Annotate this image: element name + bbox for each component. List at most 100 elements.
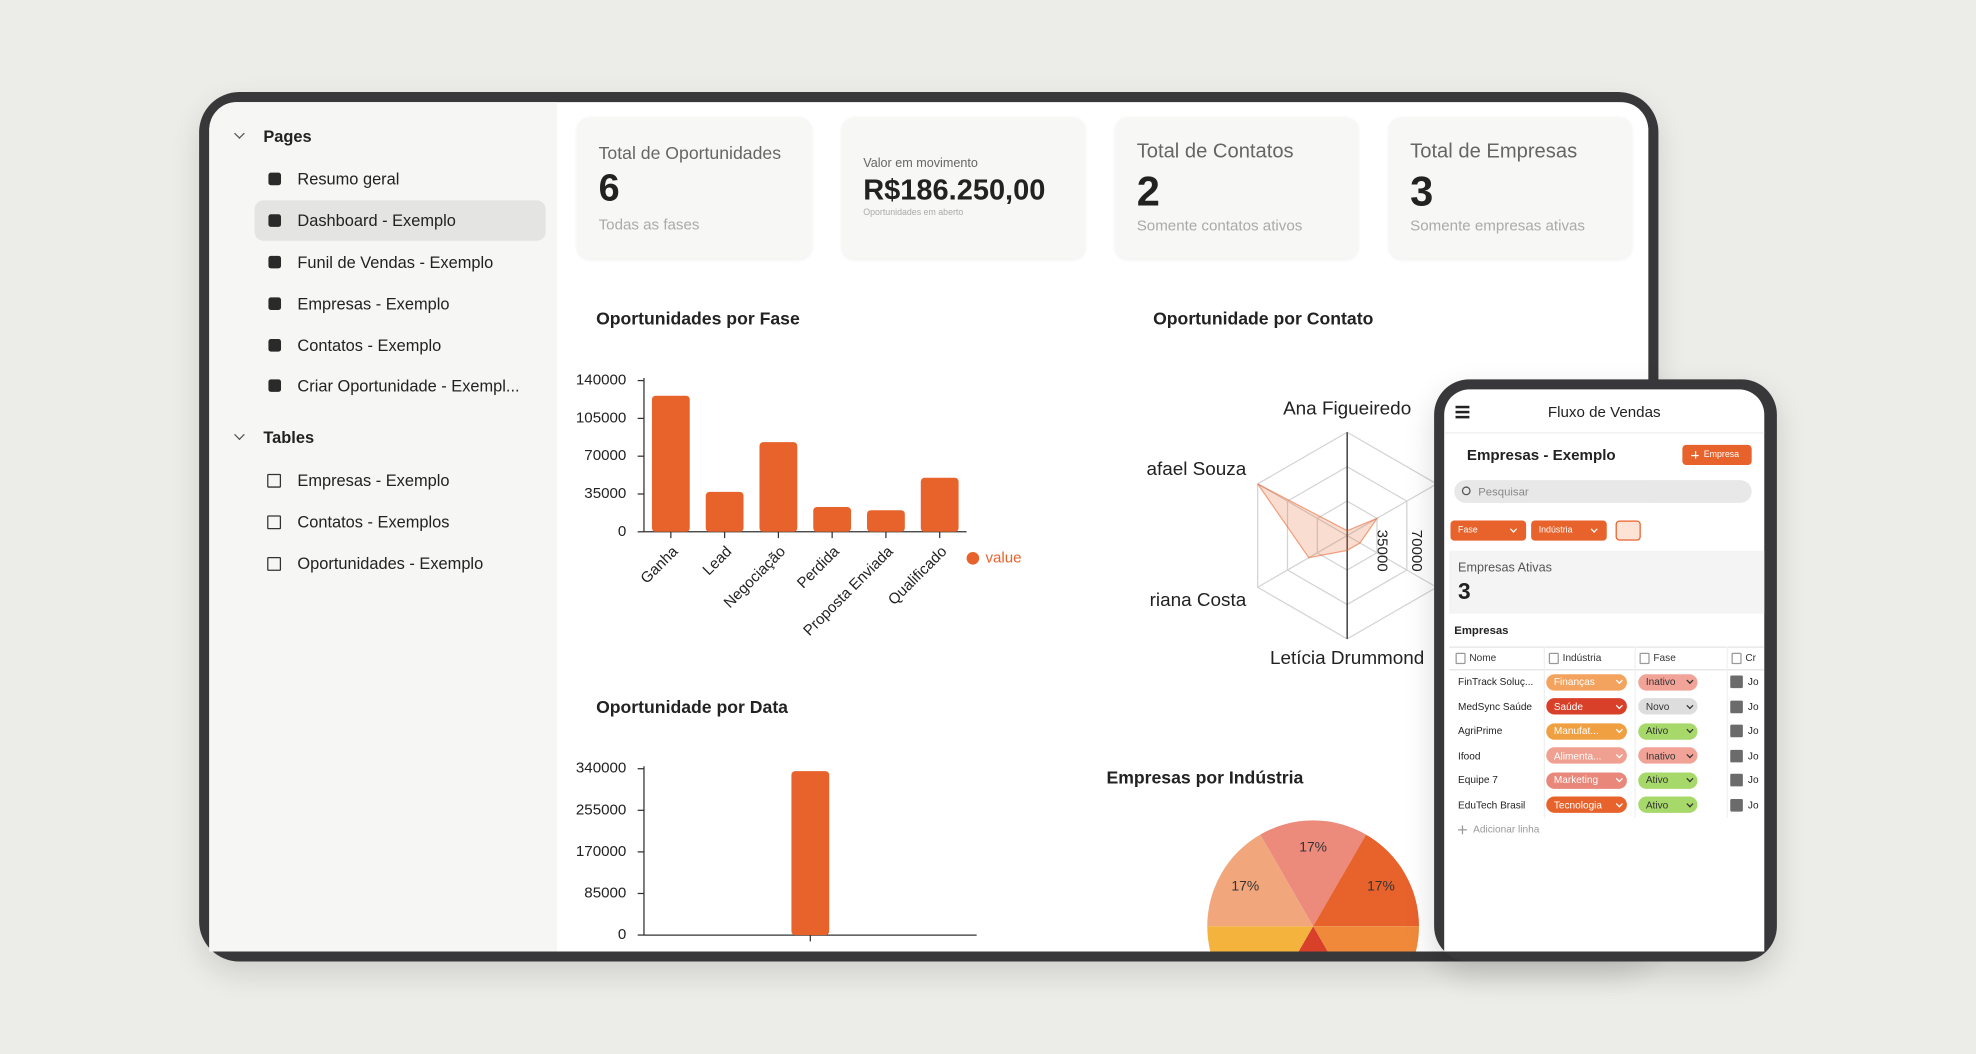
table-icon	[267, 515, 282, 530]
charts: Oportunidades por Fase 0 35000 70000 105000 1…	[576, 309, 1459, 952]
card-title: Total de Empresas	[1410, 141, 1578, 163]
y-tick-label: 70000	[584, 447, 626, 464]
row-owner: Jo	[1747, 700, 1759, 713]
page-title: Empresas - Exemplo	[1466, 446, 1616, 464]
row-name[interactable]: Equipe 7	[1458, 774, 1498, 786]
column-divider	[1726, 646, 1728, 818]
column-icon	[1548, 652, 1559, 665]
industry-tag	[1546, 698, 1627, 715]
y-tick-label: 85000	[584, 884, 626, 901]
row-name[interactable]: FinTrack Soluç...	[1458, 676, 1534, 688]
search-placeholder: Pesquisar	[1478, 485, 1529, 498]
nav-item[interactable]: Resumo geral	[297, 169, 400, 189]
column-header: Cr	[1745, 652, 1757, 664]
card-subtitle: Somente empresas ativas	[1410, 216, 1585, 235]
filter-button[interactable]	[1531, 520, 1607, 541]
table-title: Empresas	[1454, 623, 1509, 637]
x-tick-label: Perdida	[794, 543, 843, 592]
bar	[920, 477, 959, 532]
row-name[interactable]: AgriPrime	[1458, 725, 1503, 737]
row-name[interactable]: Ifood	[1458, 749, 1481, 762]
calendar-button[interactable]	[1615, 520, 1641, 541]
avatar	[1730, 773, 1743, 787]
industry-tag-label: Alimenta...	[1553, 749, 1602, 762]
pie-slice	[1207, 926, 1314, 952]
column-divider	[1634, 646, 1636, 818]
nav-item[interactable]: Dashboard - Exemplo	[297, 211, 456, 230]
legend-label: value	[985, 549, 1021, 566]
table-border-top	[1449, 646, 1765, 648]
bar	[867, 510, 905, 532]
row-name[interactable]: MedSync Saúde	[1458, 700, 1533, 713]
phase-tag-label: Novo	[1645, 700, 1670, 713]
chart-title: Empresas por Indústria	[1106, 767, 1303, 787]
chart-title: Oportunidades por Fase	[596, 309, 800, 329]
phase-tag-label: Ativo	[1645, 725, 1669, 737]
radial-tick-label: 70000	[1408, 530, 1425, 572]
card-title: Total de Oportunidades	[598, 142, 782, 163]
bar	[791, 771, 830, 936]
pie-slice	[1313, 926, 1419, 952]
stat-title: Empresas Ativas	[1458, 561, 1552, 576]
page-icon	[268, 379, 282, 392]
pie-label: 17%	[1231, 878, 1259, 894]
legend-marker	[966, 551, 980, 565]
table-icon	[267, 473, 282, 488]
add-button[interactable]	[1682, 444, 1752, 466]
nav-item[interactable]: Criar Oportunidade - Exempl...	[297, 376, 520, 396]
industry-tag	[1546, 796, 1627, 813]
phase-tag	[1638, 673, 1698, 690]
filter-button[interactable]	[1450, 520, 1527, 541]
industry-tag-label: Manufat...	[1553, 725, 1599, 737]
y-tick-label: 0	[618, 926, 626, 943]
industry-tag	[1546, 673, 1627, 690]
app-title: Fluxo de Vendas	[1547, 403, 1661, 421]
y-tick-label: 140000	[576, 372, 626, 389]
sidebar: Pages Resumo geral Dashboard - Exemplo Funi…	[209, 102, 558, 952]
add-row[interactable]: Adicionar linha	[1473, 823, 1540, 835]
card-value: 6	[598, 167, 620, 210]
avatar	[1730, 700, 1743, 713]
radar-label: Ana Figueiredo	[1283, 399, 1411, 420]
card-value: 2	[1136, 167, 1160, 215]
phone-screen: Fluxo de Vendas Empresas - Exemplo Empresa…	[1444, 389, 1765, 952]
nav-item[interactable]: Empresas - Exemplo	[297, 294, 450, 314]
header-divider	[1444, 432, 1765, 434]
stat-card	[1449, 550, 1765, 614]
bar	[651, 395, 690, 532]
avatar	[1730, 798, 1743, 811]
phase-tag	[1638, 796, 1698, 813]
nav-item[interactable]: Contatos - Exemplo	[297, 335, 442, 355]
section-title: Pages	[263, 126, 312, 146]
avatar	[1730, 724, 1743, 738]
x-tick-label: Proposta Enviada	[800, 543, 897, 640]
pie-slice	[1260, 820, 1367, 927]
search-icon	[1461, 486, 1471, 496]
row-name[interactable]: EduTech Brasil	[1458, 798, 1526, 811]
nav-item[interactable]: Funil de Vendas - Exemplo	[297, 252, 494, 272]
y-tick-label: 35000	[584, 485, 626, 502]
row-owner: Jo	[1747, 774, 1759, 786]
nav-item[interactable]: Oportunidades - Exemplo	[297, 553, 484, 573]
phase-tag	[1638, 698, 1698, 715]
y-tick-label: 170000	[576, 843, 626, 860]
nav-item[interactable]: Contatos - Exemplos	[297, 512, 450, 532]
stat-value: 3	[1458, 579, 1471, 605]
card-value: R$186.250,00	[863, 173, 1046, 207]
page-icon	[268, 172, 282, 186]
search-bar[interactable]	[1454, 480, 1752, 503]
nav-item[interactable]: Empresas - Exemplo	[297, 470, 450, 490]
radar-axis	[1346, 535, 1437, 588]
phase-tag-label: Ativo	[1645, 798, 1669, 811]
radar-axis	[1346, 483, 1437, 537]
radar-axis	[1257, 483, 1348, 537]
column-icon	[1455, 652, 1466, 665]
stat-card	[577, 117, 812, 259]
bar	[705, 491, 744, 532]
y-tick-label: 255000	[576, 801, 626, 818]
row-owner: Jo	[1747, 725, 1759, 737]
column-icon	[1639, 652, 1650, 665]
x-tick-label: Lead	[700, 543, 736, 579]
menu-icon-bar	[1455, 405, 1470, 409]
